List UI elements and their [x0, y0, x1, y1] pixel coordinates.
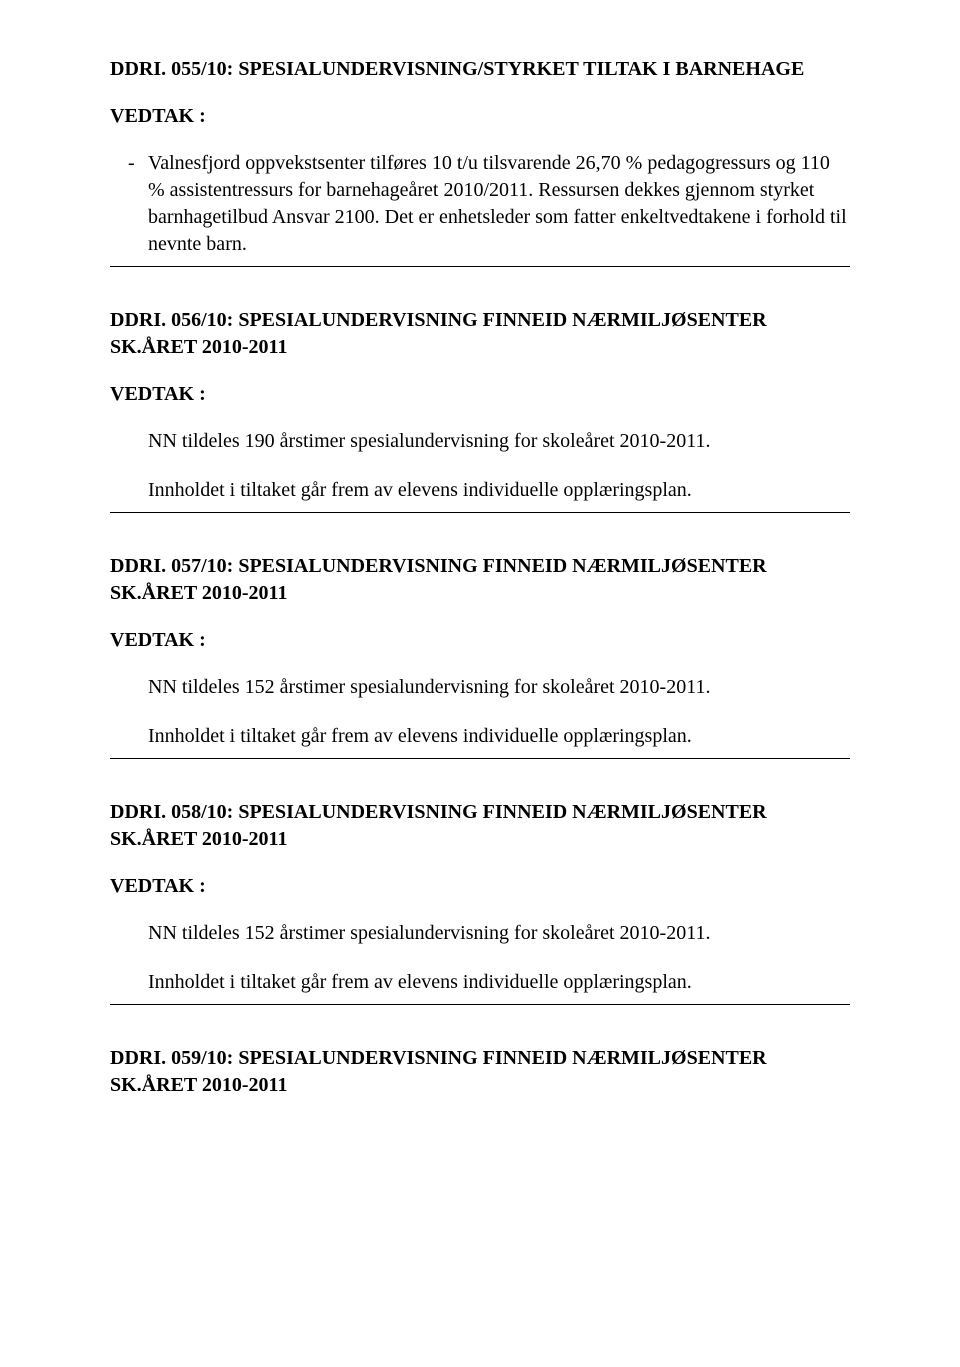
bullet-text-055: Valnesfjord oppvekstsenter tilføres 10 t… — [148, 150, 850, 258]
vedtak-label-055: VEDTAK : — [110, 105, 850, 128]
vedtak-label-058: VEDTAK : — [110, 875, 850, 898]
section-055: DDRI. 055/10: SPESIALUNDERVISNING/STYRKE… — [110, 56, 850, 258]
paragraph: Innholdet i tiltaket går frem av elevens… — [148, 477, 850, 504]
bullet-row-055: - Valnesfjord oppvekstsenter tilføres 10… — [110, 150, 850, 258]
divider — [110, 512, 850, 513]
body-056: NN tildeles 190 årstimer spesialundervis… — [110, 428, 850, 504]
body-058: NN tildeles 152 årstimer spesialundervis… — [110, 920, 850, 996]
bullet-dash: - — [110, 150, 148, 177]
body-055: - Valnesfjord oppvekstsenter tilføres 10… — [110, 150, 850, 258]
section-057: DDRI. 057/10: SPESIALUNDERVISNING FINNEI… — [110, 553, 850, 750]
section-056: DDRI. 056/10: SPESIALUNDERVISNING FINNEI… — [110, 307, 850, 504]
heading-058: DDRI. 058/10: SPESIALUNDERVISNING FINNEI… — [110, 799, 850, 853]
heading-056: DDRI. 056/10: SPESIALUNDERVISNING FINNEI… — [110, 307, 850, 361]
heading-055: DDRI. 055/10: SPESIALUNDERVISNING/STYRKE… — [110, 56, 850, 83]
vedtak-label-057: VEDTAK : — [110, 629, 850, 652]
paragraph: Innholdet i tiltaket går frem av elevens… — [148, 969, 850, 996]
document-page: DDRI. 055/10: SPESIALUNDERVISNING/STYRKE… — [0, 0, 960, 1367]
vedtak-label-056: VEDTAK : — [110, 383, 850, 406]
paragraph: Innholdet i tiltaket går frem av elevens… — [148, 723, 850, 750]
section-059: DDRI. 059/10: SPESIALUNDERVISNING FINNEI… — [110, 1045, 850, 1099]
heading-057: DDRI. 057/10: SPESIALUNDERVISNING FINNEI… — [110, 553, 850, 607]
body-057: NN tildeles 152 årstimer spesialundervis… — [110, 674, 850, 750]
divider — [110, 266, 850, 267]
paragraph: NN tildeles 152 årstimer spesialundervis… — [148, 920, 850, 947]
heading-059: DDRI. 059/10: SPESIALUNDERVISNING FINNEI… — [110, 1045, 850, 1099]
paragraph: NN tildeles 190 årstimer spesialundervis… — [148, 428, 850, 455]
divider — [110, 758, 850, 759]
divider — [110, 1004, 850, 1005]
section-058: DDRI. 058/10: SPESIALUNDERVISNING FINNEI… — [110, 799, 850, 996]
paragraph: NN tildeles 152 årstimer spesialundervis… — [148, 674, 850, 701]
